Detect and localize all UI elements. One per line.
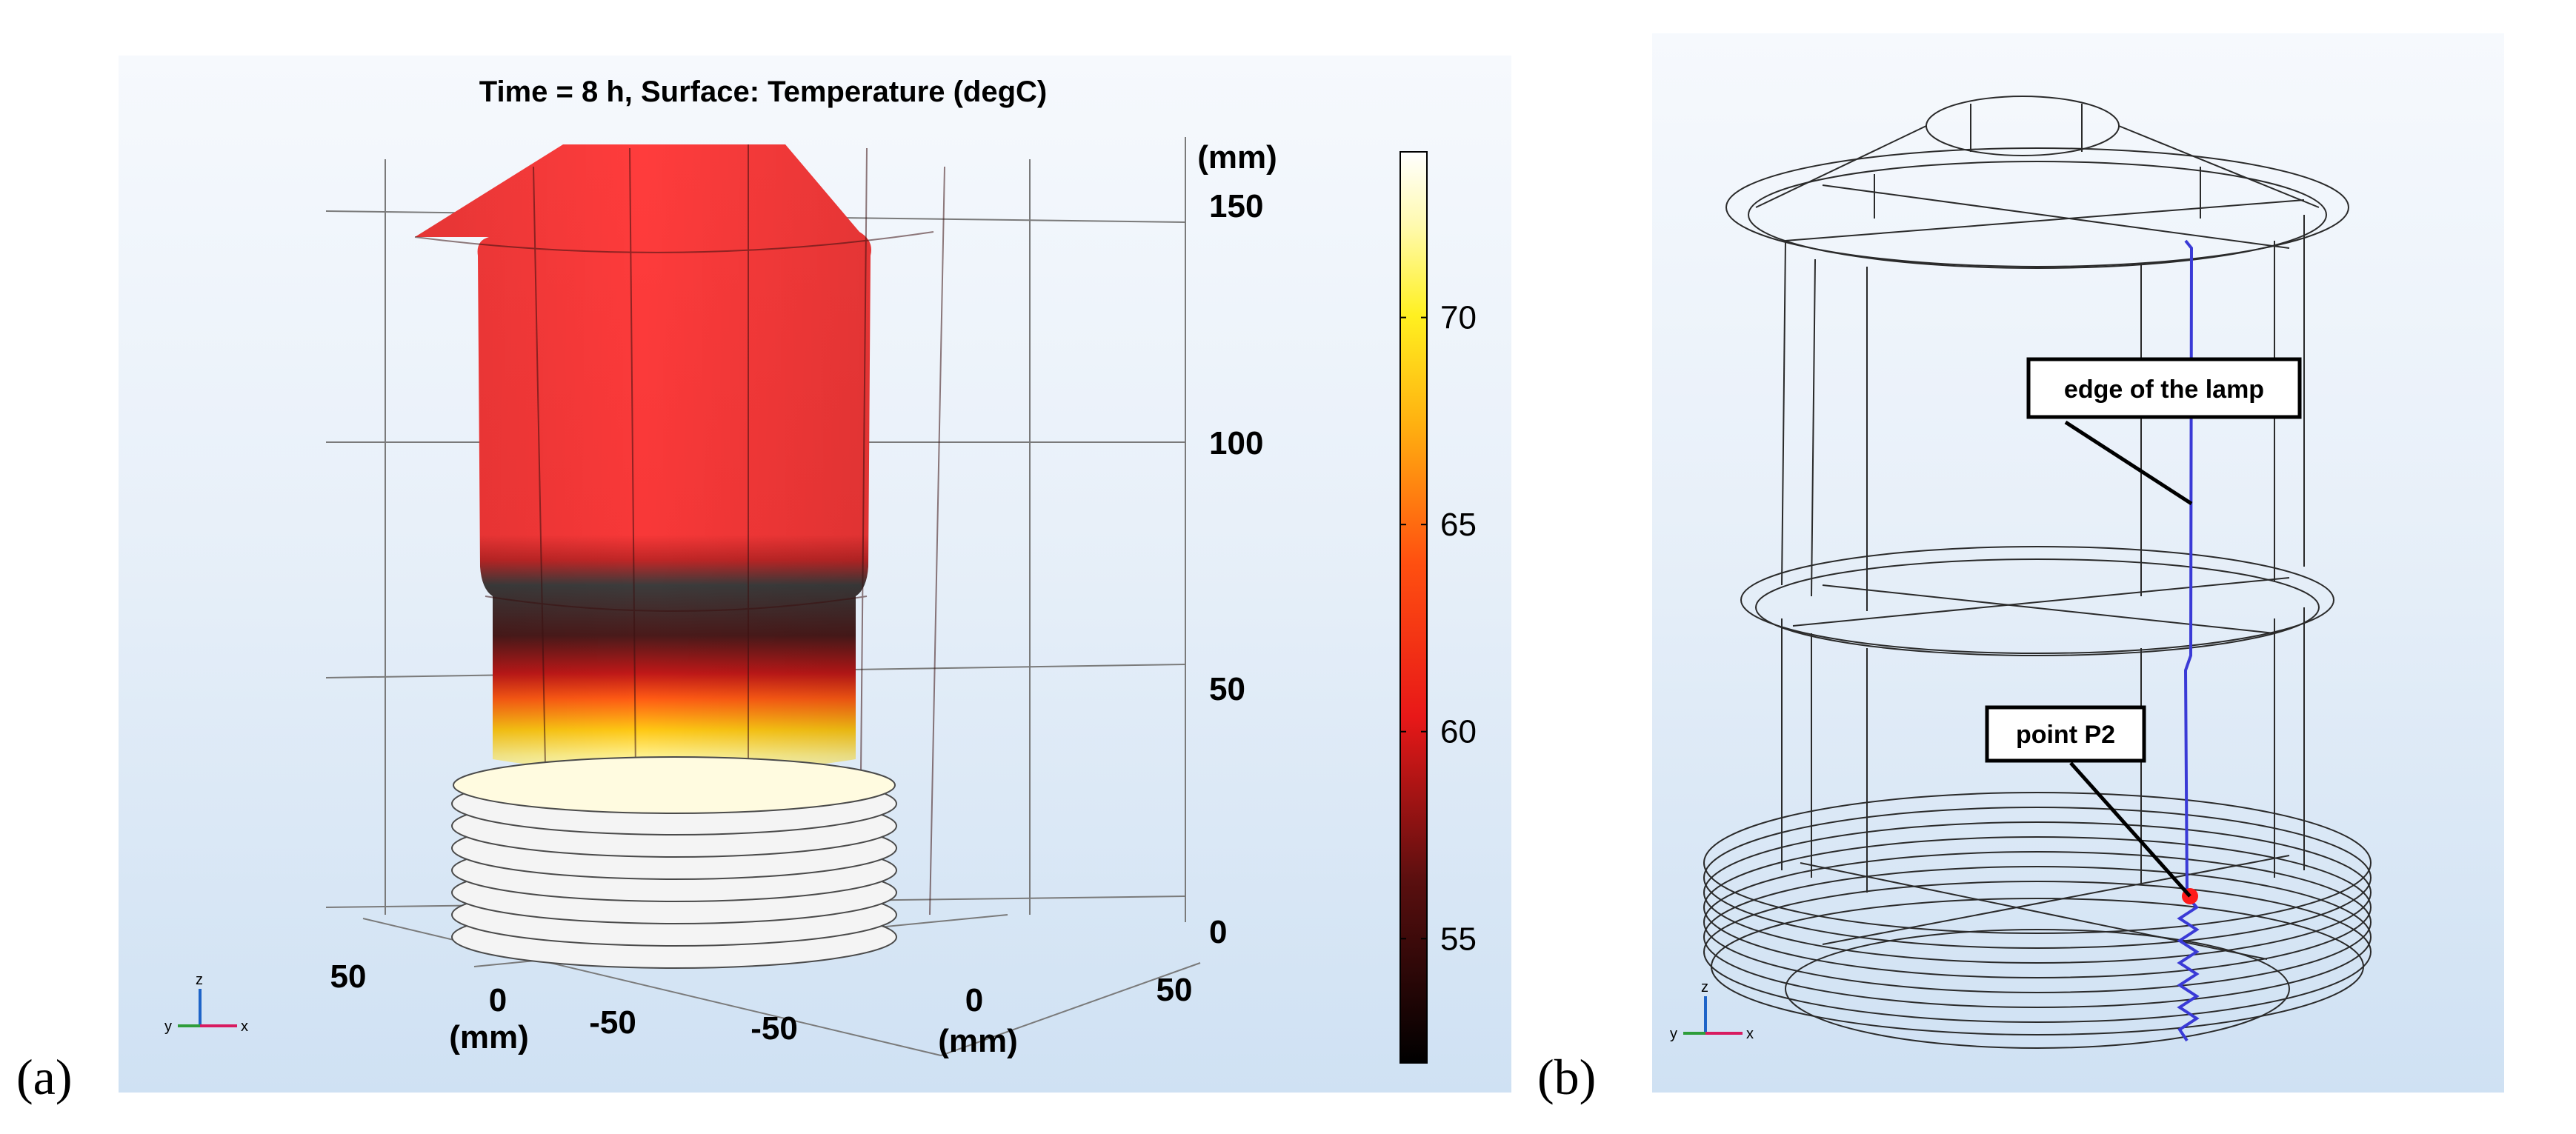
triad-x-label: x <box>241 1018 248 1035</box>
colorbar-ticks: 70 65 60 55 <box>1400 300 1477 957</box>
z-axis-unit: (mm) <box>1197 139 1277 176</box>
edge-callout-box <box>2026 357 2302 419</box>
triad-z-label: z <box>196 972 203 988</box>
x-tick-50: 50 <box>330 958 367 995</box>
lamp-threads <box>451 756 897 969</box>
panel-a-plot: Time = 8 h, Surface: Temperature (degC) <box>164 76 1477 1064</box>
triad-y-label: y <box>164 1018 172 1035</box>
triad-z-label: z <box>1701 979 1708 995</box>
z-tick-0: 0 <box>1209 914 1227 950</box>
colorbar-tick-label: 60 <box>1440 714 1477 750</box>
plot-title: Time = 8 h, Surface: Temperature (degC) <box>479 76 1048 108</box>
panel-a-label: (a) <box>16 1049 73 1105</box>
triad-y-label: y <box>1670 1026 1677 1042</box>
point-callout-leader <box>2069 761 2191 898</box>
edge-callout-leader <box>2064 420 2193 506</box>
triad-b: z y x <box>1670 979 1754 1042</box>
y-tick-0: 0 <box>965 982 983 1018</box>
colorbar-tick-label: 55 <box>1440 921 1477 957</box>
panel-b-label: (b) <box>1537 1049 1597 1105</box>
x-tick-0: 0 <box>489 982 507 1018</box>
lamp-edge-path <box>2177 239 2200 1042</box>
colorbar-tick-label: 65 <box>1440 507 1477 543</box>
z-tick-100: 100 <box>1209 425 1263 461</box>
panel-b-viewport: edge of the lamp point P2 z y x <box>1652 33 2504 1093</box>
point-callout-label: point P2 <box>2016 721 2115 749</box>
x-axis-unit: (mm) <box>449 1019 529 1055</box>
triad-x-label: x <box>1746 1026 1754 1042</box>
colorbar <box>1400 151 1428 1064</box>
point-callout-box <box>1985 705 2146 763</box>
colorbar-tick-label: 70 <box>1440 300 1477 336</box>
panel-b-plot: edge of the lamp point P2 z y x <box>1670 96 2372 1049</box>
lamp-body <box>414 144 945 937</box>
z-tick-150: 150 <box>1209 188 1263 224</box>
edge-callout-label: edge of the lamp <box>2064 376 2264 404</box>
panel-a-viewport: Time = 8 h, Surface: Temperature (degC) <box>119 56 1511 1093</box>
triad-a: z y x <box>164 972 248 1035</box>
y-axis-unit: (mm) <box>938 1023 1018 1059</box>
lamp-wireframe <box>1703 96 2372 1049</box>
x-tick-neg50: -50 <box>589 1004 636 1041</box>
z-tick-50: 50 <box>1209 671 1245 707</box>
y-tick-50: 50 <box>1156 972 1193 1008</box>
y-tick-neg50: -50 <box>750 1010 798 1047</box>
